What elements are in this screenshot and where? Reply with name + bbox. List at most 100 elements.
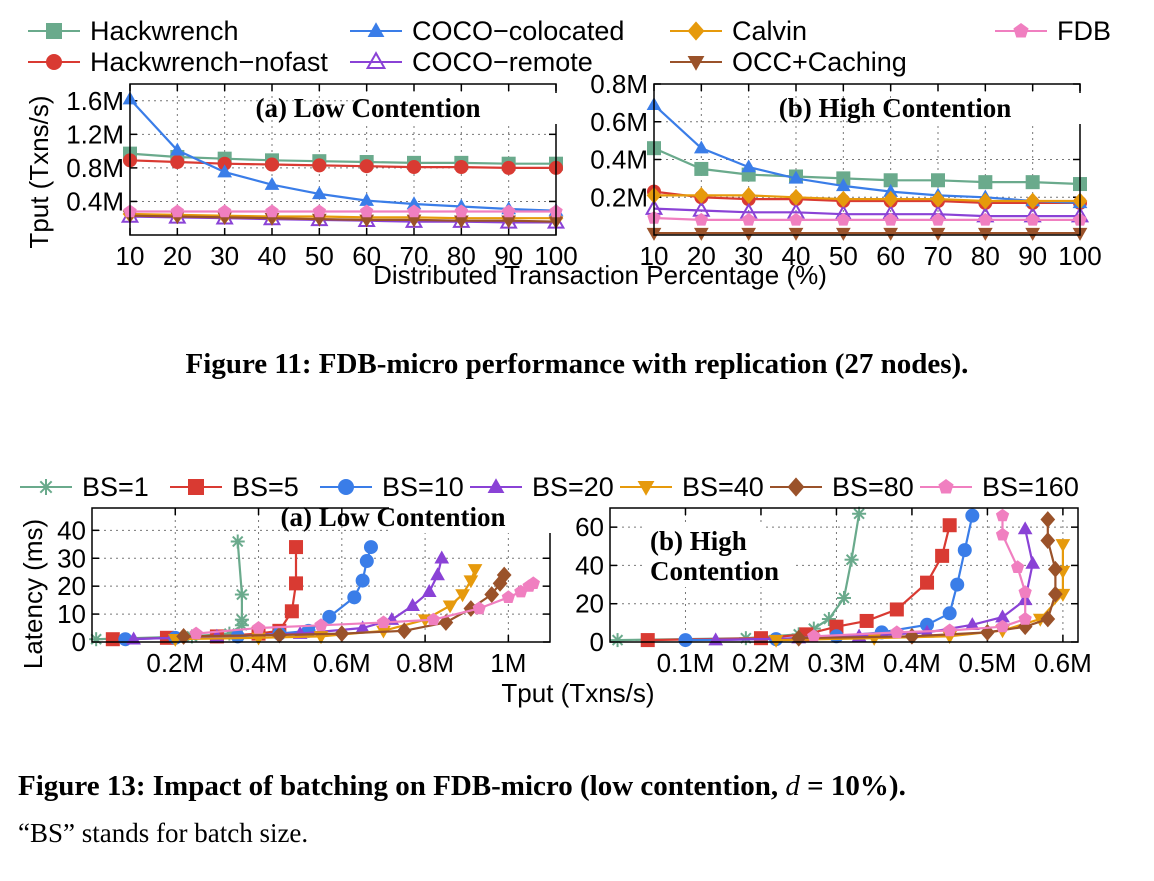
series-line — [653, 216, 1080, 221]
series-hackwrench — [647, 141, 1087, 192]
marker-shape — [430, 567, 445, 581]
data-point — [742, 212, 756, 226]
legend-text-bs-160: BS=160 — [982, 472, 1079, 502]
data-point — [1048, 560, 1063, 578]
marker-shape — [1048, 585, 1063, 603]
marker-shape — [426, 612, 441, 626]
x-tick-label: 0.6M — [1034, 648, 1092, 678]
panel-title: (a) Low Contention — [280, 502, 505, 532]
x-tick-label: 0.3M — [808, 648, 866, 678]
x-tick-label: 30 — [734, 241, 763, 271]
data-point — [1018, 612, 1032, 625]
marker-shape — [1025, 192, 1041, 210]
marker-shape — [1018, 585, 1032, 598]
marker-shape — [693, 140, 709, 154]
legend-bs-1: BS=1 — [20, 472, 149, 502]
marker-shape — [687, 56, 705, 71]
marker-shape — [935, 548, 950, 563]
x-tick-label: 0.8M — [396, 648, 454, 678]
data-point — [347, 590, 362, 605]
x-tick-label: 10 — [116, 241, 145, 271]
marker-shape — [942, 518, 957, 533]
marker-shape — [442, 600, 458, 614]
data-point — [406, 214, 422, 228]
legend-marker — [367, 22, 385, 37]
marker-shape — [338, 479, 354, 495]
marker-shape — [170, 155, 185, 170]
marker-shape — [126, 631, 141, 645]
data-point — [251, 621, 266, 634]
legend-text-bs-40: BS=40 — [682, 472, 764, 502]
marker-stroke — [232, 535, 244, 548]
title-bg — [364, 93, 624, 124]
x-tick-label: 0.2M — [732, 648, 790, 678]
x-tick-label: 0.2M — [146, 648, 204, 678]
data-point — [935, 548, 950, 563]
marker-shape — [1026, 212, 1040, 226]
marker-shape — [835, 178, 851, 192]
data-point — [289, 576, 304, 591]
marker-shape — [836, 212, 850, 226]
data-point — [363, 540, 378, 555]
marker-stroke — [845, 554, 858, 566]
x-tick-label: 40 — [258, 241, 287, 271]
y-tick-label: 0.2M — [590, 182, 648, 212]
marker-shape — [367, 22, 385, 37]
data-point — [995, 508, 1010, 522]
title-bg — [646, 556, 794, 587]
marker-shape — [965, 508, 980, 523]
data-point — [965, 508, 980, 523]
figure13-x-axis-label: Tput (Txns/s) — [501, 678, 654, 708]
data-point — [942, 606, 957, 621]
data-point — [230, 534, 245, 549]
marker-shape — [496, 566, 512, 584]
marker-shape — [265, 157, 279, 172]
y-tick-label: 0.6M — [590, 107, 648, 137]
series-line — [653, 207, 1080, 218]
data-point — [741, 186, 757, 204]
marker-shape — [434, 550, 450, 564]
x-tick-label: 60 — [876, 241, 905, 271]
legend-text-bs-10: BS=10 — [382, 472, 464, 502]
marker-shape — [334, 625, 350, 643]
panel-title: (b) High Contention — [779, 93, 1012, 123]
data-point — [218, 204, 232, 218]
legend-marker — [38, 479, 54, 495]
legend-bs-5: BS=5 — [170, 472, 299, 502]
data-point — [284, 604, 299, 619]
data-point — [169, 142, 185, 156]
data-point — [890, 625, 904, 639]
figure13-caption-math: d — [785, 770, 800, 802]
marker-shape — [453, 215, 469, 229]
data-point — [170, 204, 184, 218]
plot-frame — [609, 507, 1079, 643]
marker-shape — [289, 540, 304, 555]
y-tick-label: 0.8M — [66, 153, 124, 183]
x-tick-label: 10 — [640, 241, 669, 271]
data-point — [406, 196, 422, 210]
marker-shape — [678, 633, 693, 648]
legend-text-hackwrench: Hackwrench — [90, 16, 239, 46]
data-point — [1040, 610, 1056, 628]
marker-shape — [314, 618, 328, 631]
figure11b-plot: 0.2M 0.4M 0.6M 0.8M 10 20 30 40 50 60 70 80 90 100 (b)… — [590, 69, 1154, 271]
marker-shape — [938, 479, 954, 494]
data-point — [472, 601, 486, 615]
series-line — [129, 98, 557, 212]
marker-shape — [1017, 521, 1033, 535]
x-tick-label: 80 — [971, 241, 1000, 271]
legend-text-occ-caching: OCC+Caching — [732, 47, 907, 77]
data-point — [931, 212, 945, 226]
marker-shape — [407, 204, 421, 218]
data-point — [126, 631, 141, 645]
data-point — [995, 619, 1010, 633]
data-point — [430, 567, 445, 581]
marker-stroke — [853, 508, 865, 520]
marker-shape — [1018, 612, 1032, 625]
series-line — [654, 194, 1080, 203]
data-point — [526, 576, 540, 589]
marker-shape — [463, 600, 479, 617]
data-point — [789, 212, 803, 226]
marker-shape — [694, 212, 708, 226]
